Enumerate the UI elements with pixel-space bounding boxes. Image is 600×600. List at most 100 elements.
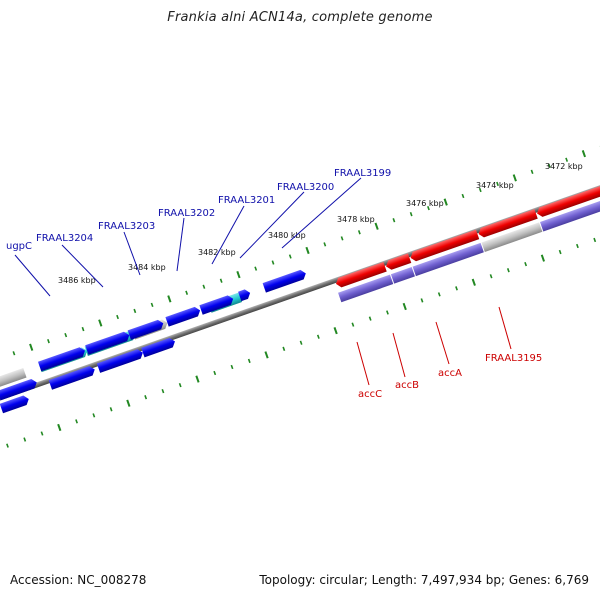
gene-label-FRAAL3201[interactable]: FRAAL3201 <box>218 195 275 206</box>
inner-scale-tick <box>489 274 493 279</box>
outer-scale-tick <box>323 242 327 247</box>
scale-label-3486: 3486 kbp <box>58 276 96 285</box>
outer-scale-tick <box>530 169 534 174</box>
inner-scale-tick <box>558 249 562 255</box>
inner-scale-tick <box>161 389 165 394</box>
inner-scale-tick <box>593 237 597 243</box>
gene-neutral-left-outer[interactable] <box>0 368 27 389</box>
inner-scale-tick <box>264 351 269 359</box>
inner-scale-tick <box>420 298 424 303</box>
gene-blue-4[interactable] <box>127 319 165 340</box>
outer-scale-tick <box>185 290 189 295</box>
scale-label-3478: 3478 kbp <box>337 215 375 224</box>
gene-blue-5[interactable] <box>165 306 201 327</box>
inner-scale-tick <box>299 340 303 345</box>
gene-gray-reverse[interactable] <box>481 222 543 252</box>
gene-blue-12[interactable] <box>141 337 176 358</box>
outer-scale-tick <box>81 326 85 332</box>
gene-red-small[interactable] <box>384 253 412 271</box>
inner-scale-tick <box>75 419 78 424</box>
gene-blue-2[interactable] <box>37 346 87 372</box>
gene-label-FRAAL3200[interactable]: FRAAL3200 <box>277 182 334 193</box>
outer-scale-tick <box>29 343 34 351</box>
blue-label-leaders <box>14 177 362 297</box>
inner-scale-tick <box>455 286 458 291</box>
inner-scale-tick <box>40 431 44 436</box>
gene-accB[interactable] <box>409 229 480 263</box>
gene-label-FRAAL3204[interactable]: FRAAL3204 <box>36 233 93 244</box>
outer-scale-tick <box>374 222 379 230</box>
outer-scale-tick <box>116 314 119 320</box>
inner-scale-tick <box>109 407 113 412</box>
inner-scale-tick <box>368 316 372 321</box>
gene-purple-4[interactable] <box>540 187 600 232</box>
outer-scale-tick <box>496 181 499 187</box>
gene-accC[interactable] <box>334 262 387 289</box>
outer-scale-tick <box>581 150 586 158</box>
inner-scale-tick <box>506 268 510 273</box>
outer-scale-tick <box>202 284 206 289</box>
accession-text: Accession: NC_008278 <box>10 573 147 587</box>
gene-label-FRAAL3199[interactable]: FRAAL3199 <box>334 168 391 179</box>
outer-scale-tick <box>254 266 258 271</box>
genome-stats-text: Topology: circular; Length: 7,497,934 bp… <box>259 573 589 587</box>
outer-scale-tick <box>98 319 103 327</box>
inner-scale-tick <box>524 261 528 267</box>
gene-label-ugpC[interactable]: ugpC <box>6 241 32 252</box>
inner-scale-tick <box>386 310 389 315</box>
outer-scale-tick <box>305 246 310 255</box>
inner-scale-tick <box>92 413 96 418</box>
genome-track-group <box>0 145 600 448</box>
gene-blue-3[interactable] <box>85 330 131 355</box>
gene-label-accC[interactable]: accC <box>358 389 382 400</box>
gene-blue-9[interactable] <box>0 394 30 414</box>
gene-label-accA[interactable]: accA <box>438 368 462 379</box>
gene-label-FRAAL3195[interactable]: FRAAL3195 <box>485 353 542 364</box>
red-label-leaders <box>356 306 512 386</box>
gene-label-accB[interactable]: accB <box>395 380 419 391</box>
inner-scale-tick <box>351 322 355 327</box>
outer-scale-tick <box>565 157 569 162</box>
gene-blue-11[interactable] <box>96 348 145 373</box>
inner-scale-tick <box>6 443 9 448</box>
scale-label-3480: 3480 kbp <box>268 231 306 240</box>
genome-backbone <box>0 151 600 434</box>
gene-FRAAL3195-red[interactable] <box>535 181 600 219</box>
inner-scale-tick <box>23 437 27 442</box>
outer-scale-tick <box>12 351 16 356</box>
inner-scale-tick <box>540 254 545 262</box>
outer-scale-tick <box>271 260 275 265</box>
gene-blue-7[interactable] <box>238 288 252 302</box>
gene-blue-1[interactable] <box>0 378 38 401</box>
outer-scale-tick <box>427 205 430 211</box>
outer-scale-tick <box>236 271 241 279</box>
gene-purple-1[interactable] <box>338 274 394 303</box>
inner-scale-tick <box>57 423 62 432</box>
inner-scale-tick <box>282 346 286 351</box>
gene-label-FRAAL3202[interactable]: FRAAL3202 <box>158 208 215 219</box>
inner-scale-tick <box>144 395 148 400</box>
inner-scale-tick <box>471 278 476 286</box>
gene-blue-10[interactable] <box>48 365 97 390</box>
inner-scale-tick <box>230 364 234 370</box>
outer-scale-tick <box>478 187 482 193</box>
outer-scale-tick <box>150 302 154 308</box>
gene-purple-3[interactable] <box>412 242 484 277</box>
gene-purple-2[interactable] <box>390 266 415 284</box>
inner-scale-tick <box>126 399 131 407</box>
gene-accA-red[interactable] <box>477 209 538 239</box>
outer-scale-tick <box>340 236 344 241</box>
outer-scale-tick <box>167 295 172 303</box>
inner-scale-tick <box>437 292 441 297</box>
inner-scale-tick <box>213 370 217 376</box>
inner-scale-tick <box>576 243 579 249</box>
gene-blue-6[interactable] <box>199 294 234 315</box>
gene-label-FRAAL3203[interactable]: FRAAL3203 <box>98 221 155 232</box>
outer-scale-tick <box>288 254 292 259</box>
inner-scale-tick <box>247 358 251 364</box>
gene-blue-8[interactable] <box>262 269 308 293</box>
scale-label-3484: 3484 kbp <box>128 263 166 272</box>
outer-scale-tick <box>64 332 68 338</box>
